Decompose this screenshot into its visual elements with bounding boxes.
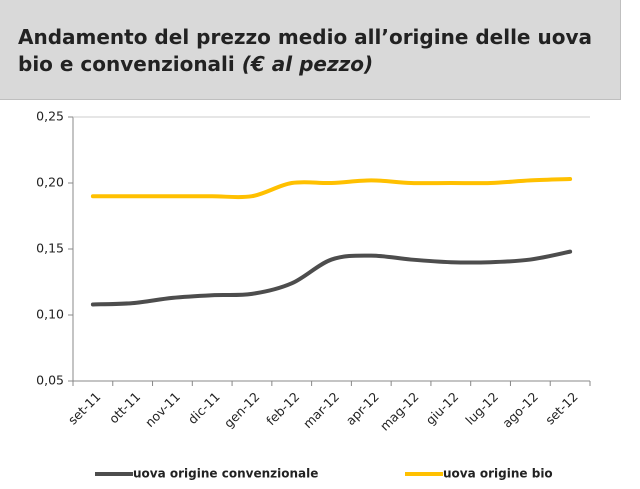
x-tick-label: gen-12 [221,389,263,431]
x-tick-label: set-12 [542,389,581,428]
x-tick-label: apr-12 [343,389,382,428]
x-tick-label: ago-12 [499,389,541,431]
legend-label: uova origine bio [443,467,553,481]
y-tick-label: 0,15 [36,241,64,256]
x-tick-label: giu-12 [423,389,462,428]
header: Andamento del prezzo medio all’origine d… [0,0,621,100]
legend-label: uova origine convenzionale [133,467,318,481]
title-text: Andamento del prezzo medio all’origine d… [18,25,592,76]
y-tick-label: 0,25 [36,109,64,124]
series-line [90,249,573,307]
y-tick-label: 0,05 [36,373,64,388]
x-tick-label: feb-12 [263,389,302,428]
x-tick-label: mag-12 [377,389,422,434]
x-tick-label: lug-12 [462,389,501,428]
y-tick-label: 0,20 [36,175,64,190]
x-tick-label: mar-12 [300,389,342,431]
x-tick-label: nov-11 [142,389,183,430]
x-tick-label: dic-11 [185,389,223,427]
y-tick-label: 0,10 [36,307,64,322]
title-unit: (€ al pezzo) [241,52,374,76]
series-line [90,177,573,200]
x-tick-label: ott-11 [106,389,143,426]
chart-title: Andamento del prezzo medio all’origine d… [18,24,618,78]
x-tick-label: set-11 [65,389,104,428]
